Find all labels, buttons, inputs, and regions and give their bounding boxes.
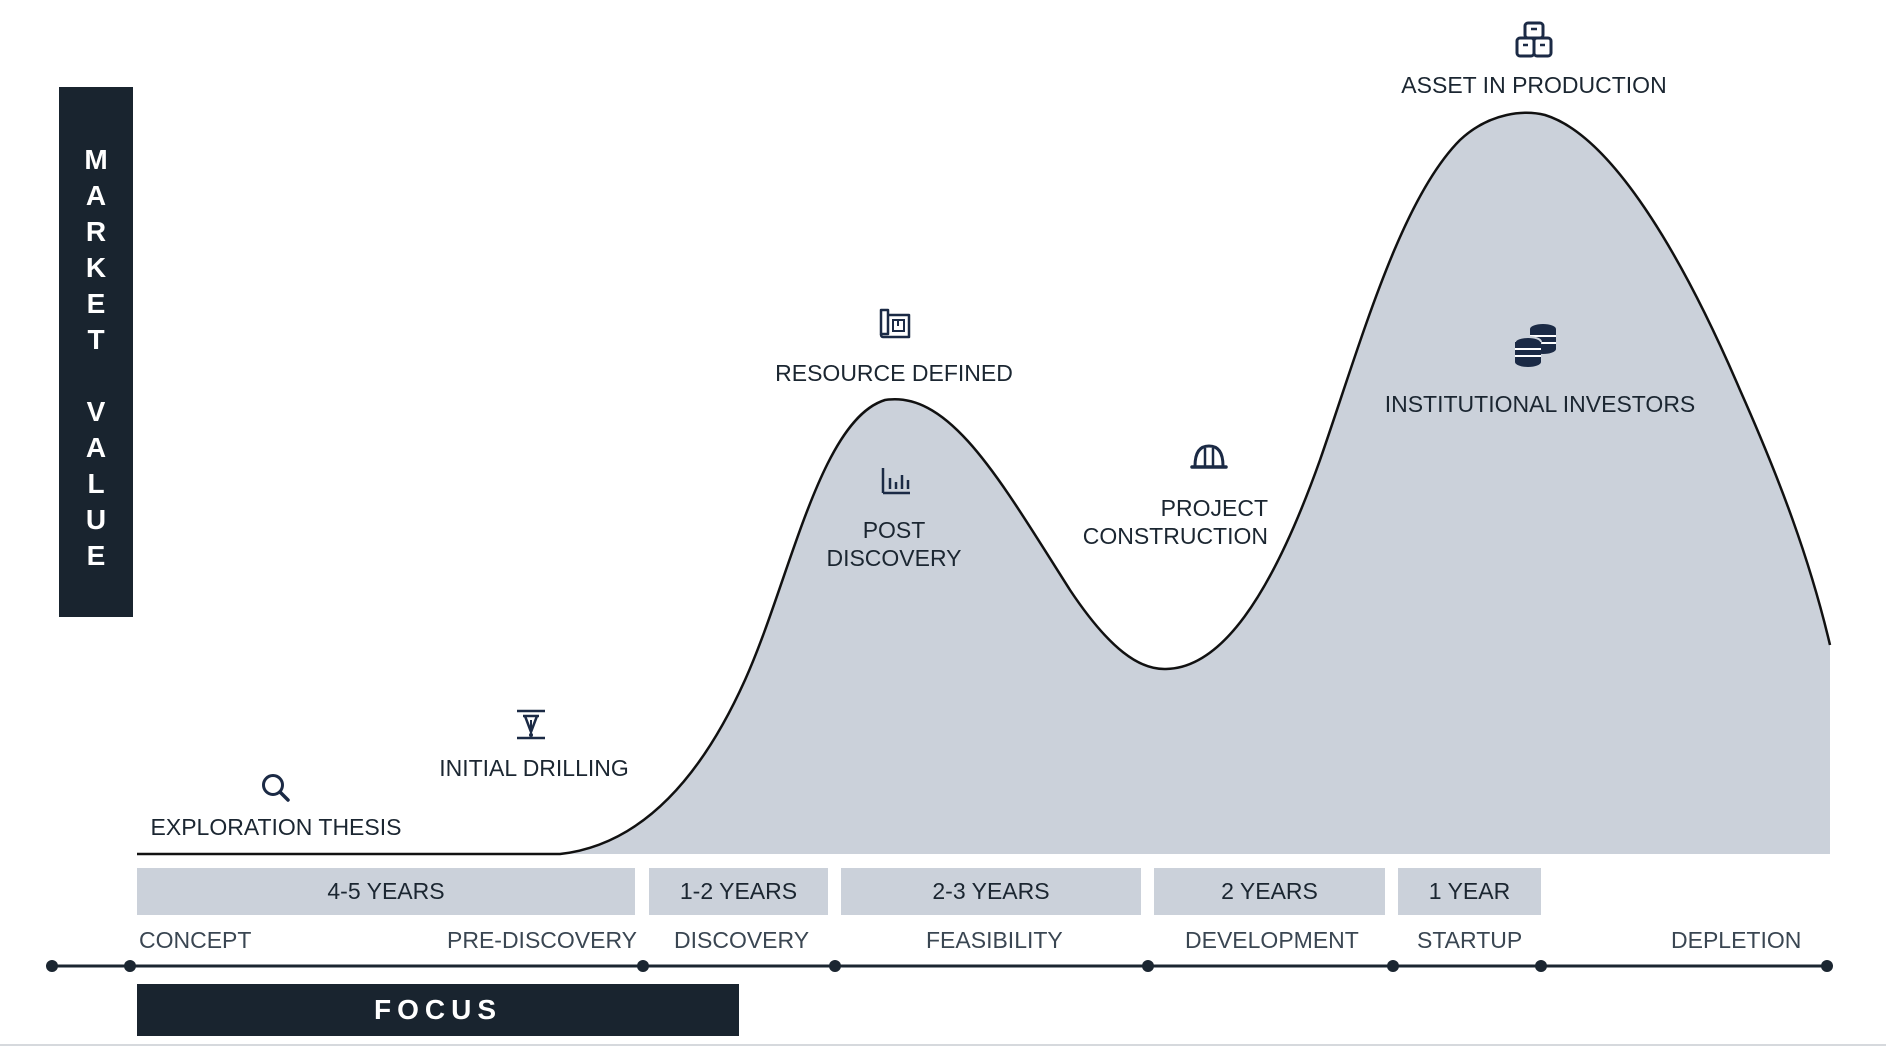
drill-icon [517,709,545,740]
blueprint-icon [879,308,911,339]
timeline-dot [1142,960,1154,972]
duration-pill-concept: 4-5 YEARS [137,868,635,915]
market-value-label: M A R K E T V A L U E [84,144,108,571]
timeline-dot [829,960,841,972]
phase-discovery: DISCOVERY [674,927,810,953]
timeline-dot [124,960,136,972]
value-curve-area [565,112,1830,854]
phase-depletion: DEPLETION [1671,927,1802,953]
timeline-dot [46,960,58,972]
coins-icon [1514,324,1556,367]
label-asset-in-production: ASSET IN PRODUCTION [1401,72,1667,98]
bar-chart-icon [881,468,910,495]
label-post-discovery-line1: POST [862,517,926,543]
timeline-dot [637,960,649,972]
market-value-label-box: M A R K E T V A L U E [59,87,133,617]
timeline-dot [1821,960,1833,972]
phase-feasibility: FEASIBILITY [926,927,1063,953]
bottom-divider [0,1044,1886,1046]
boxes-icon [1515,21,1553,58]
timeline-dot [1535,960,1547,972]
phase-concept: CONCEPT [139,927,252,953]
phase-pre-discovery: PRE-DISCOVERY [447,927,638,953]
hard-hat-icon [1190,444,1228,469]
phase-development: DEVELOPMENT [1185,927,1359,953]
duration-pill-discovery: 1-2 YEARS [649,868,828,915]
label-resource-defined: RESOURCE DEFINED [775,360,1013,386]
value-curve-line [137,111,1832,856]
timeline-dot [1387,960,1399,972]
label-institutional-investors: INSTITUTIONAL INVESTORS [1384,391,1696,417]
label-project-construction-line1: PROJECT [1160,495,1268,521]
focus-bar: FOCUS [137,984,739,1036]
duration-pill-feasibility: 2-3 YEARS [841,868,1141,915]
phase-startup: STARTUP [1417,927,1523,953]
label-initial-drilling: INITIAL DRILLING [439,755,629,781]
duration-pill-startup: 1 YEAR [1398,868,1541,915]
label-post-discovery-line2: DISCOVERY [826,545,962,571]
search-icon [262,774,290,802]
label-project-construction-line2: CONSTRUCTION [1082,523,1268,549]
duration-pill-development: 2 YEARS [1154,868,1385,915]
label-exploration-thesis: EXPLORATION THESIS [150,814,402,840]
timeline-dots [46,960,1833,972]
